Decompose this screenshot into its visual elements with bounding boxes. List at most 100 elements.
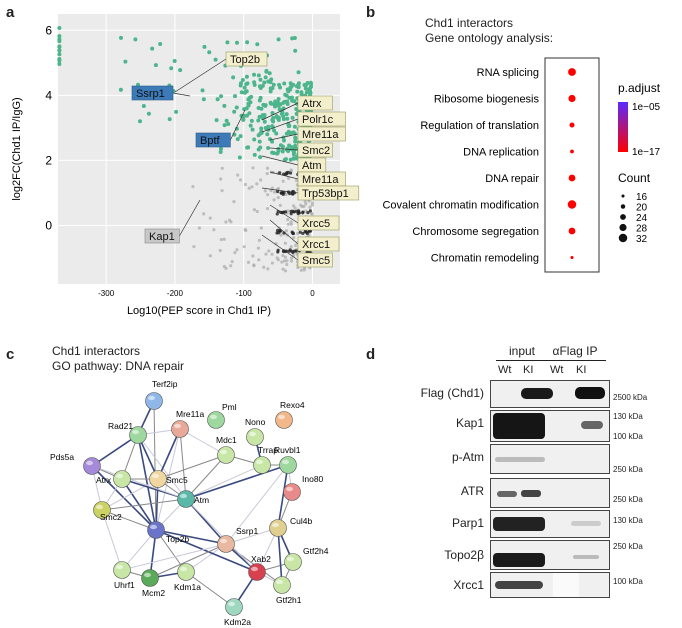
data-point	[235, 248, 239, 252]
network-node	[283, 483, 301, 501]
data-point	[249, 94, 254, 99]
data-point	[265, 206, 270, 211]
gene-label-box	[297, 215, 340, 231]
node-label: Mdc1	[216, 435, 237, 445]
data-point	[280, 149, 285, 154]
network-node	[177, 490, 195, 508]
data-point	[256, 73, 261, 78]
network-edge	[101, 509, 157, 531]
data-point	[238, 178, 243, 182]
go-term-dot	[568, 174, 576, 182]
size-legend-dot	[620, 214, 626, 220]
data-point	[274, 131, 279, 136]
mw-kap1-100: 100 kDa	[613, 432, 643, 441]
data-point	[57, 52, 62, 57]
node-highlight	[132, 429, 139, 435]
data-point	[233, 251, 237, 255]
blot-label-parp1: Parp1	[451, 516, 484, 530]
gene-label: Smc2	[302, 145, 330, 157]
panel-letter-d: d	[366, 346, 376, 363]
leader-line	[261, 118, 299, 133]
data-point	[219, 94, 224, 99]
gene-label: Mre11a	[302, 174, 339, 186]
data-point	[279, 233, 283, 237]
node-highlight	[220, 449, 227, 455]
go-term-label: Chromatin remodeling	[431, 253, 539, 265]
data-point	[226, 122, 231, 127]
col-wt-ip: Wt	[550, 364, 564, 376]
data-point	[224, 220, 228, 224]
data-point	[248, 100, 253, 105]
node-highlight	[148, 395, 155, 401]
node-highlight	[86, 460, 93, 466]
panel-letter-c: c	[6, 346, 15, 363]
data-point	[289, 222, 293, 226]
gene-label-box	[297, 252, 333, 268]
node-highlight	[150, 524, 157, 530]
data-point	[257, 84, 262, 89]
col-wt-input: Wt	[498, 364, 512, 376]
data-point	[263, 189, 267, 193]
node-highlight	[152, 473, 159, 479]
network-edge	[225, 527, 279, 545]
data-point	[278, 143, 283, 148]
leader-line	[269, 204, 299, 224]
data-point	[246, 103, 251, 108]
network-node	[269, 519, 287, 537]
data-point	[174, 109, 179, 114]
node-label: Pml	[222, 402, 237, 412]
data-point	[283, 255, 288, 259]
data-point	[220, 189, 224, 193]
go-term-label: DNA repair	[485, 173, 539, 185]
data-point	[268, 89, 273, 94]
data-point	[272, 190, 277, 194]
node-highlight	[174, 423, 181, 429]
data-point	[238, 81, 243, 86]
network-title-line2: GO pathway: DNA repair	[52, 359, 185, 373]
data-point	[272, 198, 276, 202]
data-point	[293, 136, 298, 141]
network-node	[177, 563, 195, 581]
data-point	[251, 166, 255, 170]
data-point	[263, 75, 268, 80]
data-point	[304, 90, 309, 95]
data-point	[296, 70, 301, 75]
data-point	[286, 176, 291, 180]
network-edge	[179, 428, 187, 500]
data-point	[57, 62, 62, 67]
data-point	[301, 211, 305, 215]
network-edge	[91, 465, 187, 500]
data-point	[252, 80, 257, 85]
gene-label: Smc5	[302, 255, 330, 267]
blot-label-topo2b: Topo2β	[444, 548, 484, 562]
data-point	[288, 248, 292, 252]
size-legend-dot	[620, 204, 626, 209]
leader-line	[269, 147, 299, 151]
data-point	[245, 81, 250, 86]
data-point	[290, 98, 295, 103]
data-point	[219, 238, 223, 242]
size-legend-label: 16	[636, 192, 648, 203]
data-point	[310, 201, 315, 205]
blot-atr	[490, 478, 610, 508]
data-point	[276, 96, 281, 101]
go-term-label: DNA replication	[463, 147, 539, 159]
data-point	[270, 261, 275, 265]
node-label: Gtf2h4	[303, 546, 329, 556]
node-label: Nono	[245, 417, 266, 427]
data-point	[57, 48, 62, 53]
mw-flag: 2500 kDa	[613, 393, 648, 402]
data-point	[278, 228, 282, 233]
data-point	[232, 94, 237, 99]
data-point	[269, 101, 274, 106]
data-point	[141, 104, 146, 108]
node-label: Cul4b	[290, 516, 312, 526]
network-edge	[155, 529, 227, 545]
node-label: Smc5	[166, 475, 188, 485]
data-point	[286, 222, 290, 226]
data-point	[305, 231, 309, 236]
data-point	[278, 85, 283, 90]
data-point	[244, 106, 249, 111]
data-point	[239, 90, 244, 95]
go-term-dot	[569, 122, 575, 128]
